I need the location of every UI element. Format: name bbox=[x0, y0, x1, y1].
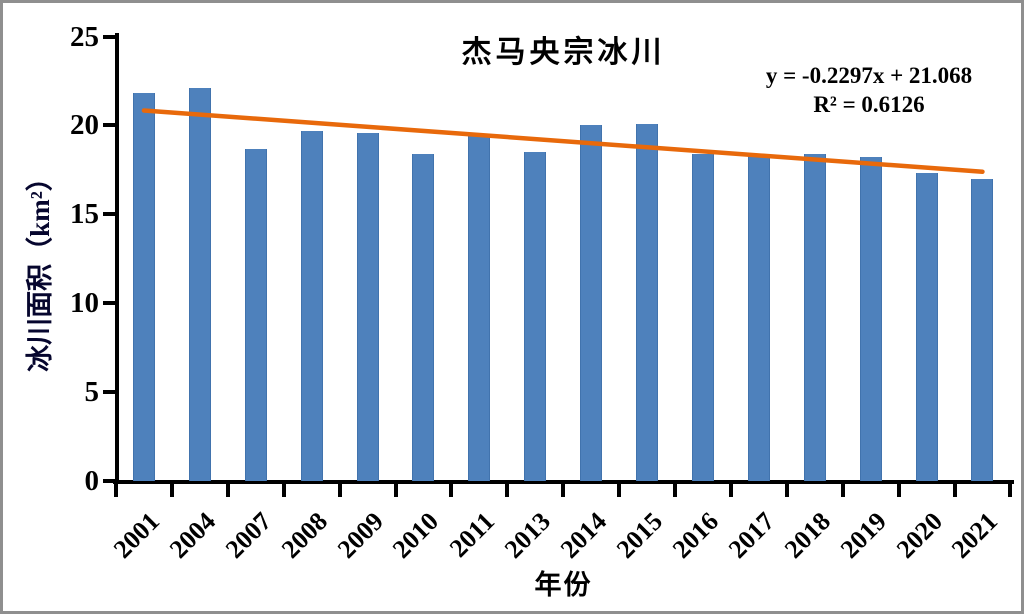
x-tick bbox=[896, 484, 901, 497]
y-tick bbox=[103, 301, 116, 306]
bar-2009 bbox=[356, 132, 379, 481]
bar-2018 bbox=[803, 153, 826, 481]
x-tick bbox=[225, 484, 230, 497]
x-tick bbox=[617, 484, 622, 497]
x-tick bbox=[561, 484, 566, 497]
y-tick bbox=[103, 479, 116, 483]
bar-2021 bbox=[971, 178, 994, 481]
x-tick bbox=[840, 484, 845, 497]
y-tick-label: 15 bbox=[70, 198, 99, 231]
x-tick bbox=[784, 484, 789, 497]
trendline bbox=[141, 108, 985, 175]
bar-2001 bbox=[132, 93, 155, 481]
x-tick bbox=[393, 484, 398, 497]
plot-area bbox=[116, 36, 1011, 481]
x-tick bbox=[169, 484, 174, 497]
x-axis-title: 年份 bbox=[534, 570, 593, 600]
x-tick bbox=[281, 484, 286, 497]
x-tick bbox=[1008, 484, 1013, 497]
bar-2004 bbox=[188, 88, 211, 481]
y-tick-label: 20 bbox=[70, 109, 99, 142]
y-axis-line bbox=[115, 33, 119, 484]
bar-2017 bbox=[747, 155, 770, 481]
trendline-equation: y = -0.2297x + 21.068 bbox=[765, 63, 973, 88]
bar-2008 bbox=[300, 130, 323, 481]
y-tick bbox=[103, 212, 116, 217]
bar-2011 bbox=[468, 136, 491, 481]
bar-2014 bbox=[580, 125, 603, 481]
x-tick bbox=[337, 484, 342, 497]
trendline-layer bbox=[141, 108, 985, 175]
x-tick bbox=[505, 484, 510, 497]
bar-2020 bbox=[915, 173, 938, 481]
bar-2013 bbox=[524, 152, 547, 481]
r-squared-label: R² = 0.6126 bbox=[813, 92, 925, 118]
bar-2015 bbox=[636, 123, 659, 481]
y-tick-label: 5 bbox=[84, 376, 100, 409]
y-tick bbox=[103, 390, 116, 395]
y-tick bbox=[103, 123, 116, 128]
y-tick-label: 25 bbox=[70, 20, 99, 53]
x-tick bbox=[728, 484, 733, 497]
bar-2019 bbox=[859, 157, 882, 481]
y-tick-label: 10 bbox=[70, 287, 99, 320]
bar-2010 bbox=[412, 153, 435, 481]
x-tick bbox=[114, 484, 118, 497]
chart-title: 杰马央宗冰川 bbox=[461, 36, 666, 69]
bar-2016 bbox=[691, 153, 714, 481]
x-tick bbox=[952, 484, 957, 497]
trendline-equation-block: y = -0.2297x + 21.068 R² = 0.6126 bbox=[731, 61, 1007, 120]
y-tick-label: 0 bbox=[84, 465, 100, 497]
y-tick bbox=[103, 34, 116, 39]
x-axis-line bbox=[113, 480, 1014, 484]
bar-2007 bbox=[244, 148, 267, 481]
x-tick bbox=[673, 484, 677, 497]
x-tick bbox=[449, 484, 454, 497]
